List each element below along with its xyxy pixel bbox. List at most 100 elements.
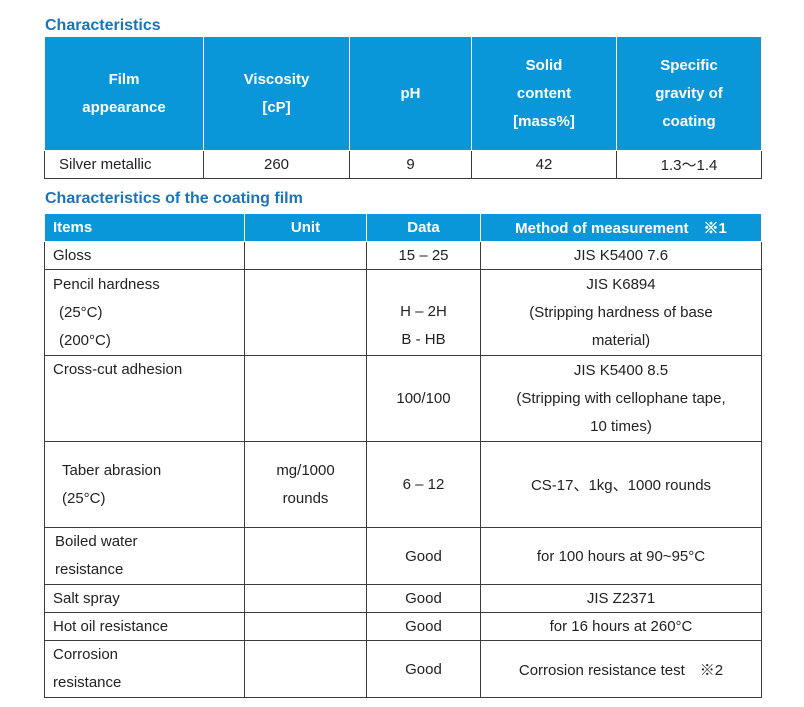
unit-cell [244, 527, 367, 585]
table-row-cross-cut: Cross-cut adhesion 100/100 JIS K5400 8.5… [44, 355, 762, 442]
film-appearance-value: Silver metallic [44, 150, 204, 179]
method-line: Corrosion resistance test ※2 [518, 661, 724, 679]
header-line: Solid [525, 56, 563, 74]
item-cell: Corrosion resistance [44, 640, 245, 698]
coating-film-heading: Characteristics of the coating film [45, 190, 303, 207]
viscosity-value: 260 [203, 150, 350, 179]
header-line: pH [400, 84, 421, 102]
unit-line: mg/1000 [276, 461, 335, 479]
method-header: Method of measurement ※1 [480, 213, 762, 242]
unit-line: rounds [282, 489, 329, 507]
characteristics-table: Film appearance Viscosity [cP] pH Solid … [44, 37, 762, 179]
method-cell: for 16 hours at 260°C [480, 612, 762, 641]
method-cell: JIS K5400 7.6 [480, 241, 762, 270]
specific-gravity-value: 1.3〜1.4 [616, 150, 762, 179]
unit-cell [244, 241, 367, 270]
method-line: (Stripping with cellophane tape, [516, 389, 726, 407]
item-line: (200°C) [59, 331, 111, 349]
item-line: resistance [53, 674, 122, 691]
item-cell: Gloss [44, 241, 245, 270]
method-line: JIS K5400 7.6 [573, 247, 669, 264]
data-cell: Good [366, 584, 481, 613]
data-line: Good [405, 547, 442, 565]
solid-content-value: 42 [471, 150, 617, 179]
item-line: (25°C) [59, 303, 103, 321]
table-row-pencil-hardness: Pencil hardness (25°C) (200°C) H – 2H B … [44, 269, 762, 356]
item-cell: Pencil hardness (25°C) (200°C) [44, 269, 245, 356]
method-cell: CS-17、1kg、1000 rounds [480, 441, 762, 528]
method-line: JIS K6894 [586, 275, 656, 293]
data-line: 100/100 [396, 390, 451, 407]
method-line: for 100 hours at 90~95°C [536, 547, 706, 565]
ph-header: pH [349, 37, 472, 151]
header-line: Film [108, 70, 140, 88]
method-cell: for 100 hours at 90~95°C [480, 527, 762, 585]
data-cell: H – 2H B - HB [366, 269, 481, 356]
item-line: Gloss [53, 247, 92, 264]
data-cell: 15 – 25 [366, 241, 481, 270]
header-line: appearance [82, 98, 166, 116]
method-cell: JIS Z2371 [480, 584, 762, 613]
unit-cell [244, 269, 367, 356]
items-header: Items [44, 213, 245, 242]
data-line: Good [405, 660, 442, 678]
table-row-gloss: Gloss 15 – 25 JIS K5400 7.6 [44, 241, 762, 270]
characteristics-header-row: Film appearance Viscosity [cP] pH Solid … [44, 37, 762, 151]
item-cell: Taber abrasion (25°C) [44, 441, 245, 528]
data-line: Good [405, 590, 442, 607]
data-line: H – 2H [400, 303, 447, 320]
specific-gravity-header: Specific gravity of coating [616, 37, 762, 151]
data-cell: Good [366, 640, 481, 698]
header-line: content [516, 84, 572, 102]
item-cell: Hot oil resistance [44, 612, 245, 641]
solid-content-header: Solid content [mass%] [471, 37, 617, 151]
viscosity-header: Viscosity [cP] [203, 37, 350, 151]
data-cell: Good [366, 612, 481, 641]
item-line: resistance [55, 561, 124, 578]
table-row-hot-oil: Hot oil resistance Good for 16 hours at … [44, 612, 762, 641]
item-cell: Cross-cut adhesion [44, 355, 245, 442]
item-line: Pencil hardness [53, 275, 160, 293]
item-line: Taber abrasion [62, 461, 162, 479]
item-line: Hot oil resistance [53, 618, 169, 635]
method-line: JIS Z2371 [586, 590, 656, 607]
unit-cell: mg/1000 rounds [244, 441, 367, 528]
table-row-boiled-water: Boiled water resistance Good for 100 hou… [44, 527, 762, 585]
header-line: Specific [660, 56, 718, 74]
unit-header: Unit [244, 213, 367, 242]
item-line: (25°C) [62, 489, 106, 507]
item-line: Salt spray [53, 590, 120, 607]
item-line: Boiled water [55, 533, 138, 550]
data-cell: Good [366, 527, 481, 585]
characteristics-value-row: Silver metallic 260 9 42 1.3〜1.4 [44, 150, 762, 179]
item-cell: Boiled water resistance [44, 527, 245, 585]
header-line: Viscosity [243, 70, 310, 88]
unit-cell [244, 640, 367, 698]
table-row-taber-abrasion: Taber abrasion (25°C) mg/1000 rounds 6 –… [44, 441, 762, 528]
coating-film-table: Items Unit Data Method of measurement ※1… [44, 213, 762, 698]
data-cell: 6 – 12 [366, 441, 481, 528]
unit-cell [244, 584, 367, 613]
method-cell: JIS K6894 (Stripping hardness of base ma… [480, 269, 762, 356]
item-line: Corrosion [53, 646, 119, 663]
header-line: [cP] [262, 98, 291, 116]
data-line: B - HB [401, 331, 446, 348]
table-row-corrosion: Corrosion resistance Good Corrosion resi… [44, 640, 762, 698]
header-line: [mass%] [513, 112, 575, 130]
unit-cell [244, 355, 367, 442]
item-cell: Salt spray [44, 584, 245, 613]
coating-header-row: Items Unit Data Method of measurement ※1 [44, 213, 762, 242]
header-line: gravity of [655, 84, 723, 102]
method-line: CS-17、1kg、1000 rounds [530, 477, 712, 494]
method-line: 10 times) [590, 417, 652, 435]
data-line [367, 270, 480, 298]
film-appearance-header: Film appearance [44, 37, 204, 151]
method-cell: Corrosion resistance test ※2 [480, 640, 762, 698]
data-line: 15 – 25 [398, 247, 449, 264]
data-line: 6 – 12 [402, 476, 445, 493]
method-line: JIS K5400 8.5 [573, 361, 669, 379]
method-line: (Stripping hardness of base [529, 303, 713, 321]
header-line: coating [662, 112, 716, 130]
data-line: Good [405, 618, 442, 635]
item-line: Cross-cut adhesion [53, 361, 183, 378]
